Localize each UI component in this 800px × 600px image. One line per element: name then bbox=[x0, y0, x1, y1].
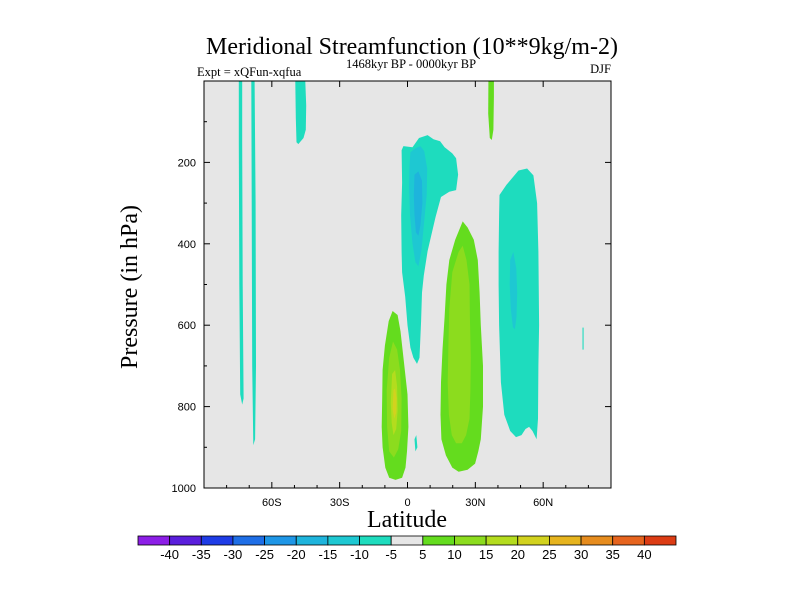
contour-mid-lat-negative-outer bbox=[498, 168, 540, 440]
colorbar-box bbox=[549, 535, 582, 546]
colorbar-label: -5 bbox=[385, 547, 397, 562]
y-tick-label: 1000 bbox=[172, 483, 196, 495]
contour-sh-positive-wedge bbox=[414, 435, 418, 452]
colorbar-box bbox=[517, 535, 550, 546]
contour-regions bbox=[238, 81, 584, 480]
y-axis-title: Pressure (in hPa) bbox=[117, 205, 143, 369]
colorbar-box bbox=[264, 535, 297, 546]
y-tick-label: 600 bbox=[178, 320, 196, 332]
colorbar-label: 35 bbox=[605, 547, 619, 562]
colorbar-box bbox=[200, 535, 234, 546]
colorbar bbox=[137, 535, 677, 546]
colorbar-box bbox=[454, 535, 487, 546]
x-ticks: 60S 30S 0 30N 60N bbox=[226, 81, 589, 509]
colorbar-label: -15 bbox=[319, 547, 338, 562]
y-tick-label: 800 bbox=[178, 402, 196, 414]
colorbar-label: -35 bbox=[192, 547, 211, 562]
x-tick-label: 30N bbox=[465, 497, 485, 509]
colorbar-box bbox=[327, 535, 360, 546]
colorbar-box bbox=[295, 535, 329, 546]
colorbar-label: 15 bbox=[479, 547, 493, 562]
colorbar-labels: -40 -35 -30 -25 -20 -15 -10 -5 5 10 15 20 25 30 35 40 bbox=[160, 547, 651, 562]
colorbar-label: -10 bbox=[350, 547, 369, 562]
colorbar-box bbox=[232, 535, 265, 546]
x-tick-label: 60S bbox=[262, 497, 282, 509]
right-label: DJF bbox=[590, 62, 611, 76]
colorbar-box bbox=[612, 535, 645, 546]
colorbar-box bbox=[643, 535, 677, 546]
colorbar-label: -20 bbox=[287, 547, 306, 562]
colorbar-label: 30 bbox=[574, 547, 588, 562]
colorbar-box bbox=[137, 535, 171, 546]
contour-tropical-negative-core bbox=[413, 171, 423, 236]
center-label: 1468kyr BP - 0000kyr BP bbox=[346, 57, 476, 71]
contour-mid-lat-negative-inner bbox=[509, 251, 518, 330]
contour-sh-upper-cell bbox=[295, 81, 307, 145]
colorbar-box bbox=[359, 535, 392, 546]
colorbar-box bbox=[580, 535, 614, 546]
x-tick-label: 0 bbox=[404, 497, 410, 509]
colorbar-label: 20 bbox=[511, 547, 525, 562]
y-tick-label: 200 bbox=[178, 157, 196, 169]
colorbar-label: -40 bbox=[160, 547, 179, 562]
contour-sh-polar-cell-b bbox=[251, 81, 256, 446]
contour-tropical-positive-peak bbox=[392, 388, 397, 419]
contour-nh-positive-inner bbox=[447, 245, 471, 444]
colorbar-label: -30 bbox=[224, 547, 243, 562]
colorbar-label: 40 bbox=[637, 547, 651, 562]
colorbar-label: 5 bbox=[419, 547, 426, 562]
x-axis-title: Latitude bbox=[367, 507, 447, 533]
contour-nh-spot bbox=[582, 327, 584, 350]
colorbar-label: 10 bbox=[447, 547, 461, 562]
colorbar-box bbox=[485, 535, 519, 546]
x-tick-label: 30S bbox=[330, 497, 350, 509]
colorbar-box bbox=[422, 535, 455, 546]
colorbar-label: -25 bbox=[255, 547, 274, 562]
colorbar-box bbox=[169, 535, 202, 546]
colorbar-box bbox=[390, 535, 424, 546]
x-tick-label: 60N bbox=[533, 497, 553, 509]
contour-nh-upper-cell bbox=[488, 81, 494, 140]
chart-title: Meridional Streamfunction (10**9kg/m-2) bbox=[206, 34, 618, 60]
contour-sh-polar-cell-a bbox=[238, 81, 244, 405]
y-ticks: 200 400 600 800 1000 bbox=[172, 121, 611, 495]
colorbar-label: 25 bbox=[542, 547, 556, 562]
y-tick-label: 400 bbox=[178, 239, 196, 251]
left-label: Expt = xQFun-xqfua bbox=[197, 65, 302, 79]
